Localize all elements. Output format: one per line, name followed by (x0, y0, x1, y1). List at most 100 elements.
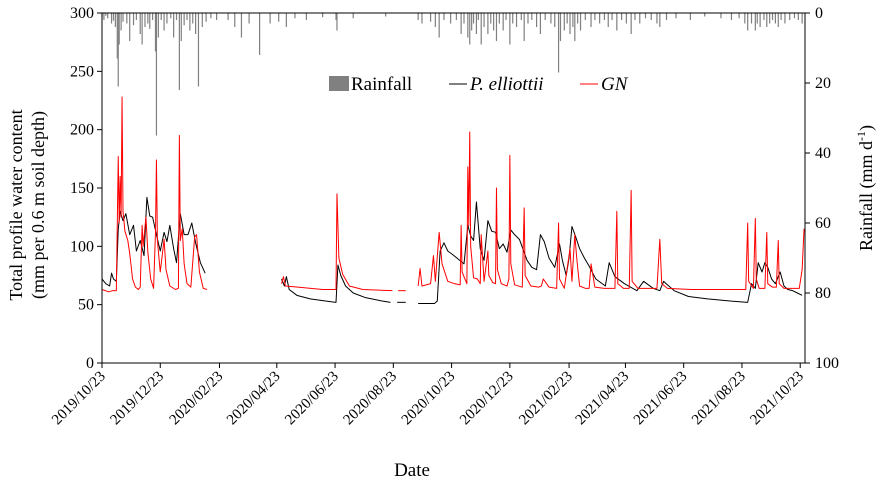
rainfall-bar (385, 13, 387, 17)
rainfall-bar (110, 13, 113, 24)
rainfall-bar (234, 13, 236, 27)
x-tick-label: 2021/08/23 (689, 369, 749, 429)
x-tick-label: 2020/08/23 (340, 369, 400, 429)
rainfall-bar (285, 13, 287, 27)
rainfall-bar (566, 13, 568, 24)
rainfall-bar (434, 13, 436, 27)
rainfall-bar (574, 13, 576, 41)
rainfall-bar (634, 13, 636, 20)
rainfall-bar (780, 13, 782, 20)
rainfall-bar (599, 13, 601, 24)
rainfall-bar (763, 13, 765, 20)
rainfall-bar (467, 13, 469, 38)
rainfall-bar (259, 13, 261, 55)
rainfall-bar (195, 13, 197, 34)
rainfall-bar (129, 13, 131, 41)
rainfall-bar (210, 13, 212, 19)
rainfall-bar (675, 13, 677, 19)
rainfall-bar (665, 13, 668, 20)
rainfall-bar (512, 13, 514, 24)
rainfall-bar (774, 13, 776, 24)
y-left-tick-label: 50 (78, 297, 94, 314)
rainfall-bar (577, 13, 579, 24)
rainfall-bar (480, 13, 482, 45)
rainfall-bar (475, 13, 478, 34)
rainfall-bar (572, 13, 574, 27)
x-tick-label: 2020/10/23 (399, 369, 459, 429)
y-axis-left-label-line2: (mm per 0.6 m soil depth) (28, 111, 49, 299)
legend-elliottii-label: P. elliottii (469, 74, 544, 95)
rainfall-bar (175, 13, 178, 20)
rainfall-bar (515, 13, 518, 27)
x-tick-label: 2021/02/23 (516, 369, 576, 429)
plot-frame (101, 12, 806, 364)
x-axis-label: Date (394, 460, 430, 481)
rainfall-bar (625, 13, 627, 24)
rainfall-bar (118, 13, 120, 45)
rainfall-bar (170, 13, 172, 19)
rainfall-bars (101, 13, 803, 136)
rainfall-bar (112, 13, 115, 21)
rainfall-bar (443, 13, 445, 20)
rainfall-bar (421, 13, 423, 24)
y-axis-right-label-main: Rainfall (mm d (856, 141, 877, 251)
y-left-tick-label: 300 (70, 5, 94, 22)
rainfall-bar (139, 13, 141, 34)
rainfall-bar (650, 13, 652, 20)
x-tick-label: 2019/10/23 (49, 369, 109, 429)
rainfall-bar (149, 13, 151, 29)
rainfall-bar (166, 13, 168, 24)
rainfall-bar (483, 13, 485, 27)
rainfall-bar (502, 13, 504, 31)
rainfall-bar (189, 13, 191, 31)
gn-line-segment (101, 96, 208, 293)
rainfall-bar (793, 13, 796, 19)
gn-line-segment (417, 131, 805, 290)
x-tick-label: 2020/02/23 (167, 369, 227, 429)
rainfall-bar (122, 13, 124, 22)
rainfall-bar (493, 13, 495, 31)
y-axis-left-label-line1: Total profile water content (6, 109, 26, 300)
rainfall-bar (227, 13, 229, 20)
y-axis-right-label: Rainfall (mm d-1) (854, 125, 877, 251)
rainfall-bar (178, 13, 180, 90)
rainfall-bar (248, 13, 250, 24)
rainfall-bar (550, 13, 552, 24)
rainfall-bar (192, 13, 194, 24)
x-tick-label: 2021/10/23 (747, 369, 807, 429)
x-tick-label: 2020/12/23 (457, 369, 517, 429)
rainfall-bar (630, 13, 632, 34)
rainfall-bar (417, 13, 419, 20)
x-tick-label: 2021/04/23 (573, 369, 633, 429)
y-right-tick-label: 0 (815, 5, 823, 22)
y-axis-right: 0 20 40 60 80 100 (805, 5, 839, 372)
y-axis-right-label-sup: -1 (854, 131, 868, 141)
rainfall-bar (117, 13, 119, 87)
x-tick-label: 2020/06/23 (282, 369, 342, 429)
rainfall-bar (554, 13, 556, 27)
rainfall-bar (107, 13, 109, 19)
rainfall-bar (305, 13, 307, 20)
rainfall-bar (544, 13, 546, 20)
rainfall-bar (704, 13, 706, 17)
rainfall-bar (756, 13, 758, 24)
rainfall-bar (611, 13, 613, 20)
rainfall-bar (160, 13, 162, 20)
rainfall-bar (438, 13, 440, 38)
y-left-tick-label: 100 (70, 238, 94, 255)
y-axis-right-label-end: ) (856, 125, 877, 131)
x-tick-label: 2019/12/23 (107, 369, 167, 429)
rainfall-bar (607, 13, 609, 27)
rainfall-bar (490, 13, 492, 24)
y-left-tick-label: 0 (86, 355, 94, 372)
legend-rainfall-label: Rainfall (351, 74, 412, 95)
rainfall-bar (759, 13, 761, 27)
rainfall-bar (155, 13, 158, 136)
y-right-tick-label: 100 (815, 355, 839, 372)
rainfall-bar (616, 13, 618, 31)
rainfall-bar (520, 13, 522, 20)
rainfall-bar (186, 13, 188, 20)
rainfall-bar (335, 13, 337, 20)
y-left-tick-label: 150 (70, 180, 94, 197)
